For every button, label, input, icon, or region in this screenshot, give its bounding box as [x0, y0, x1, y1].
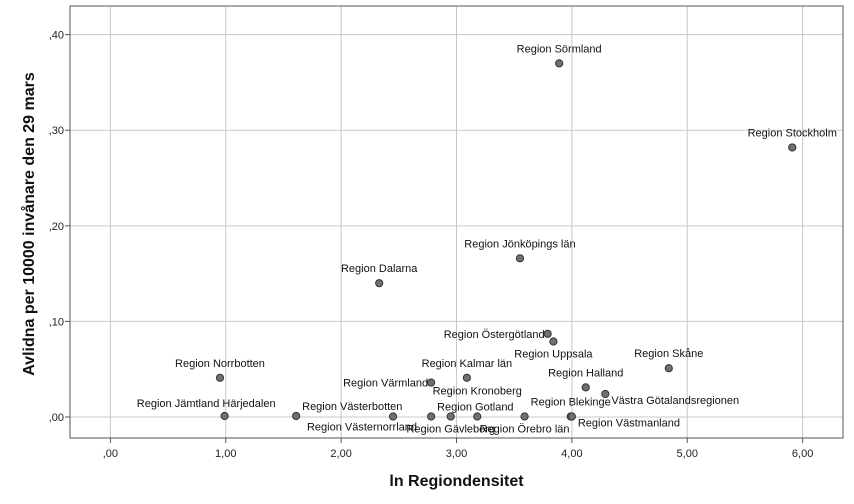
point-label: Region Västernorrland [307, 421, 417, 433]
x-axis-ticks: ,00 1,00 2,00 3,00 4,00 5,00 6,00 [103, 438, 813, 460]
data-point [427, 378, 436, 387]
point-label: Region Blekinge [531, 396, 611, 408]
data-point [388, 412, 398, 421]
point-label: Region Kalmar län [422, 358, 513, 370]
x-tick-label: 2,00 [330, 448, 351, 460]
y-tick-label: ,10 [49, 316, 64, 328]
x-tick-label: 1,00 [215, 448, 236, 460]
data-point [555, 59, 564, 68]
x-tick-label: ,00 [103, 448, 118, 460]
data-point [788, 143, 797, 152]
data-point [375, 279, 384, 288]
point-label: Region Kronoberg [433, 385, 522, 397]
point-label: Region Stockholm [748, 127, 837, 139]
x-tick-label: 4,00 [561, 448, 582, 460]
data-point [567, 412, 576, 421]
data-point [515, 254, 525, 263]
data-point [462, 373, 471, 382]
x-tick-label: 6,00 [792, 448, 813, 460]
point-label: Region Östergötland [444, 329, 545, 341]
data-point [549, 337, 558, 346]
point-label: Region Norrbotten [175, 358, 265, 370]
data-point [473, 412, 482, 421]
point-label: Region Jönköpings län [464, 238, 575, 250]
data-point [581, 383, 590, 392]
point-label: Region Västerbotten [302, 401, 402, 413]
y-axis-title: Avlidna per 10000 invånare den 29 mars [20, 72, 38, 376]
y-tick-label: ,00 [49, 412, 64, 424]
data-point [446, 412, 455, 421]
data-point [520, 412, 529, 421]
y-tick-label: ,40 [49, 30, 64, 42]
data-point [215, 373, 225, 382]
point-label: Region Värmland [343, 378, 428, 390]
data-point [220, 411, 229, 421]
data-points [215, 59, 797, 421]
data-point [601, 389, 610, 399]
point-label: Region Dalarna [341, 263, 418, 275]
point-label: Region Örebro län [480, 423, 570, 435]
x-tick-label: 3,00 [446, 448, 467, 460]
y-tick-label: ,20 [49, 221, 64, 233]
data-point [427, 412, 436, 421]
data-point [543, 329, 552, 338]
grid-lines [70, 6, 843, 438]
y-tick-label: ,30 [49, 125, 64, 137]
x-axis-title: ln Regiondensitet [389, 473, 524, 490]
point-label: Region Gotland [437, 401, 513, 413]
point-labels: Region Sörmland Region Stockholm Region Jö… [137, 43, 837, 435]
point-label: Västra Götalandsregionen [611, 395, 739, 407]
point-label: Region Gävleborg [406, 423, 495, 435]
data-point [664, 364, 673, 373]
y-axis-ticks: ,00 ,10 ,20 ,30 ,40 [49, 30, 70, 424]
point-label: Region Västmanland [578, 417, 680, 429]
point-label: Region Jämtland Härjedalen [137, 398, 276, 410]
data-point [292, 411, 301, 421]
x-tick-label: 5,00 [677, 448, 698, 460]
point-label: Region Uppsala [514, 348, 593, 360]
point-label: Region Halland [548, 367, 623, 379]
point-label: Region Sörmland [517, 43, 602, 55]
point-label: Region Skåne [634, 348, 703, 360]
